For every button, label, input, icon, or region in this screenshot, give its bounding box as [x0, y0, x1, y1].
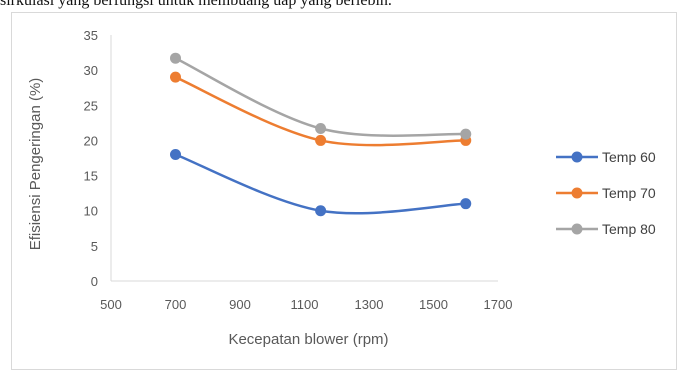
x-tick-label: 1500 [419, 297, 448, 312]
x-tick-label: 1700 [484, 297, 513, 312]
legend-label: Temp 60 [602, 149, 656, 165]
legend-item-temp-80: Temp 80 [556, 221, 656, 237]
x-axis-title: Kecepatan blower (rpm) [228, 331, 388, 348]
y-tick-label: 20 [84, 133, 98, 148]
legend-marker [571, 187, 583, 199]
legend-label: Temp 70 [602, 185, 656, 201]
data-point-temp-70 [170, 71, 181, 83]
x-tick-label: 900 [229, 297, 251, 312]
y-tick-label: 35 [84, 28, 98, 43]
y-tick-label: 15 [84, 169, 98, 184]
page-top-text: sirkulasi yang berfungsi untuk membuang … [0, 0, 392, 9]
y-tick-label: 25 [84, 98, 98, 113]
legend-item-temp-70: Temp 70 [556, 185, 656, 201]
legend: Temp 60 Temp 70 Temp 80 [556, 149, 656, 237]
chart-frame [11, 12, 677, 370]
data-point-temp-60 [170, 148, 181, 160]
x-tick-label: 1300 [355, 297, 384, 312]
legend-label: Temp 80 [602, 221, 656, 237]
x-tick-label: 500 [100, 297, 122, 312]
ticks-layer: 0 5 10 15 20 25 30 35 500 700 900 1100 1300 1500 1700 [84, 28, 513, 312]
y-tick-label: 30 [84, 63, 98, 78]
legend-marker [571, 151, 583, 163]
data-point-temp-80 [315, 122, 327, 134]
series-layer [170, 52, 472, 217]
y-tick-label: 5 [91, 239, 98, 254]
data-point-temp-80 [460, 128, 472, 140]
data-point-temp-80 [170, 52, 181, 64]
axes-layer [110, 35, 498, 282]
legend-marker [571, 223, 583, 235]
data-point-temp-60 [315, 205, 327, 217]
legend-item-temp-60: Temp 60 [556, 149, 656, 165]
data-point-temp-60 [460, 198, 472, 210]
x-tick-label: 700 [165, 297, 187, 312]
data-point-temp-70 [315, 134, 327, 146]
y-tick-label: 10 [84, 204, 98, 219]
y-axis-title: Efisiensi Pengeringan (%) [27, 78, 44, 251]
series-line-temp-60 [174, 153, 467, 215]
y-tick-label: 0 [91, 274, 98, 289]
x-tick-label: 1100 [291, 297, 319, 312]
